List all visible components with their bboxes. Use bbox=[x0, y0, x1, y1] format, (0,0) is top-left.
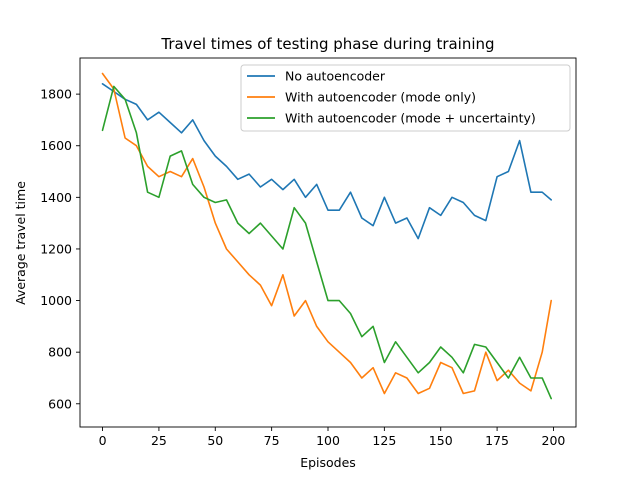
series-line-1 bbox=[101, 72, 553, 395]
x-tick-label: 50 bbox=[207, 433, 223, 448]
y-tick-label: 1000 bbox=[40, 293, 72, 308]
y-tick-label: 1600 bbox=[40, 138, 72, 153]
plot-area bbox=[101, 72, 553, 400]
x-tick-label: 25 bbox=[151, 433, 167, 448]
series-line-2 bbox=[101, 85, 553, 400]
legend-label-2: With autoencoder (mode + uncertainty) bbox=[285, 111, 536, 126]
x-tick-label: 100 bbox=[316, 433, 340, 448]
legend-box bbox=[240, 64, 571, 132]
x-axis-label: Episodes bbox=[300, 455, 356, 470]
y-tick-label: 600 bbox=[48, 396, 72, 411]
x-tick-label: 150 bbox=[429, 433, 453, 448]
legend-label-0: No autoencoder bbox=[285, 69, 386, 84]
series-line-0 bbox=[101, 83, 553, 240]
y-tick-label: 1800 bbox=[40, 87, 72, 102]
x-tick-label: 0 bbox=[99, 433, 107, 448]
legend: No autoencoder With autoencoder (mode onl… bbox=[240, 64, 571, 132]
x-tick-label: 200 bbox=[542, 433, 566, 448]
x-tick-label: 175 bbox=[485, 433, 509, 448]
legend-label-1: With autoencoder (mode only) bbox=[285, 90, 476, 105]
y-tick-label: 800 bbox=[48, 345, 72, 360]
x-tick-label: 125 bbox=[372, 433, 396, 448]
y-axis-label: Average travel time bbox=[13, 181, 28, 305]
axes: 0 25 50 75 100 125 150 175 200 600 800 1000 1200 1400… bbox=[40, 57, 577, 448]
y-tick-label: 1200 bbox=[40, 241, 72, 256]
y-tick-label: 1400 bbox=[40, 190, 72, 205]
chart-title: Travel times of testing phase during tra… bbox=[160, 35, 494, 53]
x-tick-label: 75 bbox=[264, 433, 280, 448]
